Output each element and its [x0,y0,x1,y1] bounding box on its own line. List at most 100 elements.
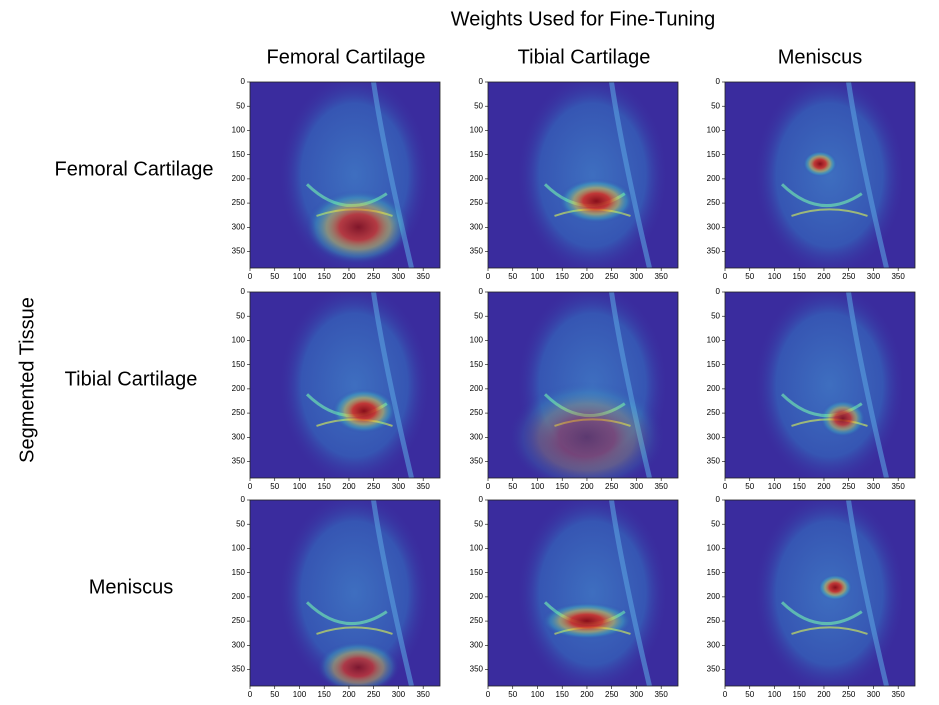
activation [820,399,866,438]
x-tick-label: 200 [817,272,831,281]
x-tick-label: 0 [486,690,491,699]
y-tick-label: 300 [470,222,484,231]
y-tick-label: 50 [236,519,245,528]
heatmap-image [725,82,915,268]
y-tick-label: 50 [711,519,720,528]
y-tick-label: 100 [232,544,246,553]
activation [507,381,667,478]
y-tick-label: 0 [479,77,484,86]
x-tick-label: 300 [630,482,644,491]
y-tick-label: 100 [470,336,484,345]
y-tick-label: 350 [470,457,484,466]
x-tick-label: 50 [745,272,754,281]
x-tick-label: 0 [248,272,253,281]
y-tick-label: 250 [707,616,721,625]
y-tick-label: 200 [470,384,484,393]
column-header: Meniscus [778,46,862,68]
y-tick-label: 150 [232,360,246,369]
x-tick-label: 200 [580,272,594,281]
y-tick-label: 200 [232,174,246,183]
y-tick-label: 250 [232,616,246,625]
x-tick-label: 200 [817,482,831,491]
y-tick-label: 0 [716,287,721,296]
x-tick-label: 250 [842,690,856,699]
y-tick-label: 100 [232,126,246,135]
x-tick-label: 0 [723,272,728,281]
y-tick-label: 150 [470,360,484,369]
y-tick-label: 350 [707,247,721,256]
panel: 0 50 100 150 200 250 300 350 0 50 100 150 200 250 300 3… [707,77,916,281]
axes-frame [724,291,916,479]
x-tick-label: 250 [842,272,856,281]
x-tick-label: 300 [867,690,881,699]
x-tick-label: 200 [342,482,356,491]
tendon [371,500,414,686]
y-tick-label: 250 [470,198,484,207]
x-tick-label: 200 [342,690,356,699]
y-tick-label: 250 [232,198,246,207]
x-tick-label: 250 [605,272,619,281]
x-tick-label: 150 [556,482,570,491]
x-tick-label: 50 [745,482,754,491]
x-tick-label: 250 [367,690,381,699]
y-tick-label: 200 [470,592,484,601]
x-tick-label: 200 [342,272,356,281]
axes-frame [724,499,916,687]
x-tick-label: 150 [318,482,332,491]
x-tick-label: 350 [654,482,668,491]
x-tick-label: 150 [793,690,807,699]
panel: 0 50 100 150 200 250 300 350 0 50 100 150 200 250 300 3… [232,287,441,491]
x-tick-label: 200 [580,690,594,699]
row-header: Tibial Cartilage [65,368,198,390]
axes-frame [487,291,679,479]
y-tick-label: 0 [479,495,484,504]
x-tick-label: 0 [486,272,491,281]
x-tick-label: 300 [392,690,406,699]
y-tick-label: 200 [232,384,246,393]
y-tick-label: 100 [232,336,246,345]
y-tick-label: 300 [470,640,484,649]
y-tick-label: 200 [232,592,246,601]
y-tick-label: 150 [707,360,721,369]
y-tick-label: 150 [707,150,721,159]
x-tick-label: 50 [270,690,279,699]
y-tick-label: 0 [716,495,721,504]
tendon [371,292,414,478]
y-tick-label: 350 [232,457,246,466]
x-tick-label: 350 [891,690,905,699]
y-tick-label: 350 [232,665,246,674]
x-tick-label: 150 [793,272,807,281]
column-header: Femoral Cartilage [267,46,426,68]
y-tick-label: 0 [241,77,246,86]
y-tick-label: 300 [232,432,246,441]
x-tick-label: 0 [486,482,491,491]
panel: 0 50 100 150 200 250 300 350 0 50 100 150 200 250 300 3… [707,495,916,699]
panel: 0 50 100 150 200 250 300 350 0 50 100 150 200 250 300 3… [470,287,679,491]
panel: 0 50 100 150 200 250 300 350 0 50 100 150 200 250 300 3… [470,77,679,281]
heatmap-image [488,292,678,478]
x-tick-label: 0 [248,690,253,699]
y-tick-label: 100 [707,126,721,135]
y-tick-label: 50 [236,101,245,110]
x-tick-label: 300 [392,482,406,491]
x-tick-label: 150 [793,482,807,491]
y-tick-label: 0 [241,495,246,504]
axes-frame [724,81,916,269]
tendon [846,292,889,478]
x-tick-label: 250 [842,482,856,491]
y-tick-label: 150 [470,150,484,159]
x-tick-label: 350 [416,690,430,699]
y-tick-label: 350 [232,247,246,256]
activation [331,388,397,434]
x-tick-label: 250 [367,272,381,281]
x-tick-label: 50 [508,272,517,281]
x-tick-label: 100 [768,482,782,491]
y-tick-label: 250 [707,198,721,207]
y-tick-label: 300 [707,222,721,231]
x-tick-label: 0 [723,482,728,491]
x-tick-label: 250 [605,690,619,699]
axes-frame [249,499,441,687]
x-tick-label: 50 [508,690,517,699]
axes-frame [249,291,441,479]
axes-frame [249,81,441,269]
